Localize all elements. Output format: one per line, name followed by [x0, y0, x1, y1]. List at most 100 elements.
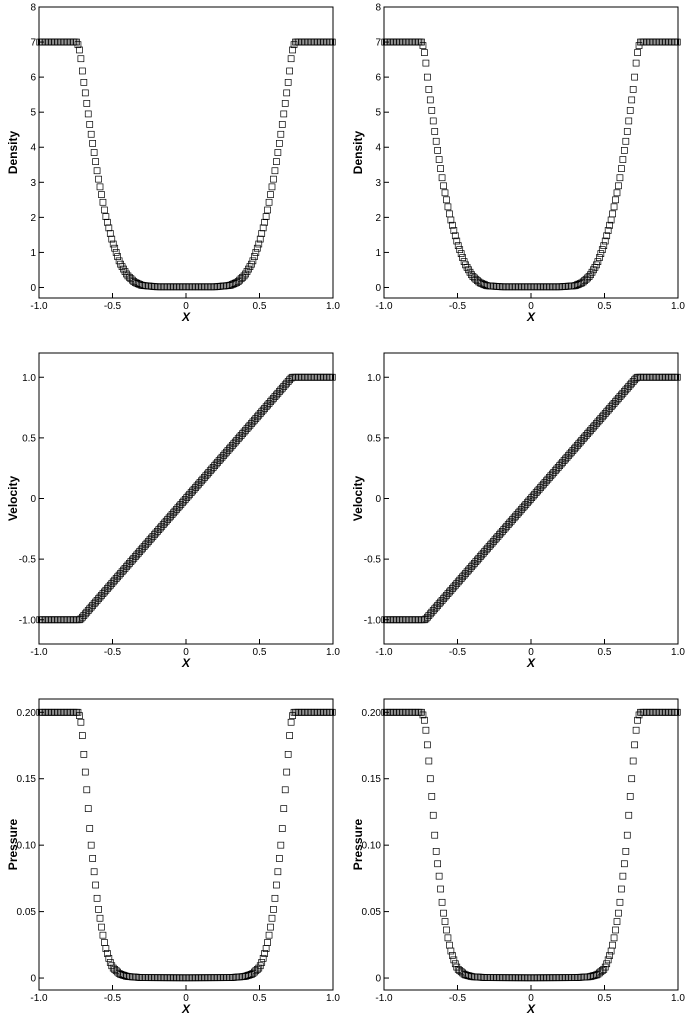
x-tick-label: -0.5	[104, 647, 122, 658]
x-tick-label: -1.0	[30, 301, 48, 312]
plot-frame	[383, 352, 679, 645]
data-point	[289, 46, 296, 54]
data-point	[673, 373, 681, 381]
data-point	[270, 175, 277, 183]
data-point	[262, 213, 270, 221]
data-point	[453, 237, 461, 245]
data-point	[253, 244, 261, 252]
data-point	[673, 708, 681, 716]
x-tick-label: 1.0	[326, 301, 340, 312]
data-point	[261, 218, 268, 226]
data-point	[419, 711, 427, 719]
data-point	[619, 872, 627, 880]
data-point	[626, 107, 634, 114]
data-point	[328, 708, 336, 716]
data-point	[426, 775, 434, 783]
data-point	[104, 950, 111, 957]
data-point	[615, 909, 622, 917]
data-point	[607, 947, 615, 955]
data-point	[273, 881, 280, 889]
data-point	[108, 235, 116, 243]
data-point	[277, 841, 285, 849]
data-markers	[36, 708, 336, 982]
data-point	[428, 107, 436, 114]
data-markers	[381, 38, 681, 291]
y-tick-label: 5	[30, 108, 36, 119]
data-point	[77, 55, 85, 63]
data-point	[424, 73, 431, 81]
data-point	[422, 726, 430, 734]
data-point	[92, 881, 99, 889]
data-point	[105, 224, 113, 232]
y-tick-label: 0.05	[362, 907, 382, 918]
data-point	[273, 158, 280, 165]
data-point	[90, 149, 98, 156]
data-point	[105, 954, 113, 962]
data-point	[86, 121, 94, 128]
data-point	[101, 939, 108, 946]
data-point	[265, 931, 273, 939]
data-point	[81, 89, 89, 97]
y-axis-label: Density	[6, 131, 20, 175]
plot-frame	[38, 698, 334, 991]
y-tick-label: 0.5	[367, 433, 381, 444]
data-point	[259, 954, 267, 962]
data-point	[251, 253, 258, 260]
data-point	[418, 38, 425, 46]
data-point	[287, 718, 295, 726]
data-point	[618, 885, 625, 893]
data-point	[429, 811, 437, 819]
data-point	[429, 117, 437, 125]
data-point	[258, 230, 266, 237]
data-point	[604, 227, 612, 234]
data-point	[431, 128, 439, 135]
data-point	[431, 831, 439, 839]
data-markers	[36, 38, 336, 291]
y-tick-label: 5	[375, 108, 381, 119]
x-tick-label: 0	[183, 301, 189, 312]
y-tick-label: 7	[375, 38, 381, 49]
x-tick-label: 1.0	[326, 647, 340, 658]
x-tick-label: -1.0	[375, 993, 393, 1004]
data-point	[271, 167, 279, 175]
data-point	[447, 216, 455, 224]
data-point	[280, 110, 288, 118]
x-tick-label: 1.0	[671, 647, 685, 658]
x-tick-label: -1.0	[30, 647, 48, 658]
data-point	[434, 147, 442, 154]
data-point	[632, 726, 640, 734]
data-point	[422, 59, 430, 67]
data-point	[328, 38, 336, 46]
y-tick-label: 0	[375, 283, 381, 294]
x-tick-label: 0	[528, 993, 534, 1004]
y-axis-label: Density	[351, 131, 365, 175]
y-tick-label: 6	[375, 73, 381, 84]
data-point	[259, 224, 267, 232]
y-tick-label: 4	[375, 143, 381, 154]
data-point	[261, 950, 268, 957]
data-point	[84, 110, 92, 118]
data-point	[432, 848, 440, 855]
data-point	[274, 149, 282, 156]
data-point	[440, 909, 447, 917]
data-markers	[381, 708, 681, 982]
data-point	[597, 250, 605, 257]
data-point	[622, 848, 630, 855]
data-point	[434, 860, 442, 868]
y-tick-label: 2	[30, 213, 36, 224]
data-point	[446, 210, 453, 218]
y-tick-label: 0	[30, 283, 36, 294]
y-tick-label: 0.05	[17, 907, 37, 918]
data-point	[438, 174, 446, 182]
data-point	[609, 941, 616, 949]
data-point	[419, 42, 427, 49]
data-point	[426, 96, 434, 104]
data-point	[268, 183, 276, 191]
data-point	[90, 868, 98, 876]
y-tick-label: 3	[30, 178, 36, 189]
data-point	[631, 741, 638, 749]
data-point	[625, 811, 633, 819]
data-point	[613, 918, 621, 925]
data-point	[268, 914, 276, 922]
y-tick-label: 6	[30, 73, 36, 84]
